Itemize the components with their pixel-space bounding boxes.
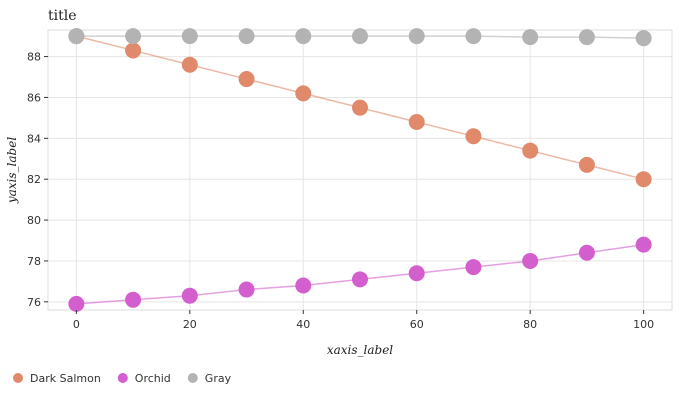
- data-point-gray: [68, 28, 85, 45]
- y-tick-label: 82: [27, 173, 41, 186]
- data-point-dark-salmon: [635, 171, 652, 188]
- y-tick-label: 88: [27, 51, 41, 64]
- data-point-orchid: [352, 271, 368, 288]
- data-point-orchid: [68, 295, 85, 312]
- x-tick-label: 100: [633, 318, 654, 331]
- legend-label: Dark Salmon: [30, 372, 101, 385]
- data-point-orchid: [408, 265, 425, 282]
- data-point-orchid: [295, 277, 312, 294]
- data-point-dark-salmon: [295, 85, 312, 102]
- plot-frame: [47, 29, 673, 311]
- data-point-gray: [635, 30, 652, 47]
- x-tick-label: 80: [523, 318, 537, 331]
- data-point-dark-salmon: [578, 156, 595, 173]
- data-point-orchid: [465, 259, 482, 276]
- chart-title: title: [48, 8, 77, 24]
- y-tick-label: 78: [27, 255, 41, 268]
- legend-swatch: [13, 373, 23, 383]
- data-point-dark-salmon: [125, 42, 142, 59]
- data-point-dark-salmon: [408, 113, 425, 130]
- legend-item-dark-salmon: Dark Salmon: [13, 372, 101, 385]
- data-point-gray: [125, 28, 142, 45]
- data-point-gray: [352, 28, 368, 45]
- series-orchid: [68, 236, 652, 312]
- data-point-gray: [522, 29, 539, 46]
- y-tick-label: 76: [27, 296, 41, 309]
- data-point-gray: [408, 28, 425, 45]
- y-axis-ticks: 76 78 80 82 84 86 88: [27, 51, 48, 309]
- y-axis-title: yaxis_label: [5, 137, 19, 204]
- data-point-orchid: [238, 281, 255, 298]
- data-point-orchid: [181, 287, 198, 304]
- x-tick-label: 40: [296, 318, 310, 331]
- data-point-gray: [238, 28, 255, 45]
- series-dark-salmon: [68, 28, 652, 188]
- data-point-dark-salmon: [465, 128, 482, 145]
- x-axis-title: xaxis_label: [327, 343, 393, 357]
- y-tick-label: 84: [27, 132, 41, 145]
- y-tick-label: 80: [27, 214, 41, 227]
- legend-label: Gray: [205, 372, 232, 385]
- data-point-orchid: [578, 244, 595, 261]
- data-point-orchid: [125, 291, 142, 308]
- grid: [48, 30, 672, 310]
- data-point-gray: [578, 29, 595, 46]
- data-point-orchid: [522, 252, 539, 269]
- data-point-dark-salmon: [238, 71, 255, 88]
- legend-label: Orchid: [135, 372, 171, 385]
- legend: Dark Salmon Orchid Gray: [13, 372, 232, 385]
- legend-swatch: [187, 373, 198, 383]
- legend-item-gray: Gray: [187, 372, 232, 385]
- data-point-dark-salmon: [181, 56, 198, 73]
- legend-swatch: [117, 373, 128, 383]
- x-tick-label: 0: [73, 318, 80, 331]
- legend-item-orchid: Orchid: [117, 372, 171, 385]
- data-point-gray: [181, 28, 198, 45]
- x-axis-ticks: 0 20 40 60 80 100: [73, 310, 654, 331]
- y-tick-label: 86: [27, 91, 41, 104]
- series-gray: [68, 28, 652, 47]
- data-point-orchid: [635, 236, 652, 253]
- x-tick-label: 60: [410, 318, 424, 331]
- data-point-dark-salmon: [352, 99, 368, 116]
- x-tick-label: 20: [183, 318, 197, 331]
- data-point-gray: [295, 28, 312, 45]
- data-point-dark-salmon: [522, 142, 539, 159]
- series-layer: [68, 28, 652, 312]
- data-point-gray: [465, 28, 482, 45]
